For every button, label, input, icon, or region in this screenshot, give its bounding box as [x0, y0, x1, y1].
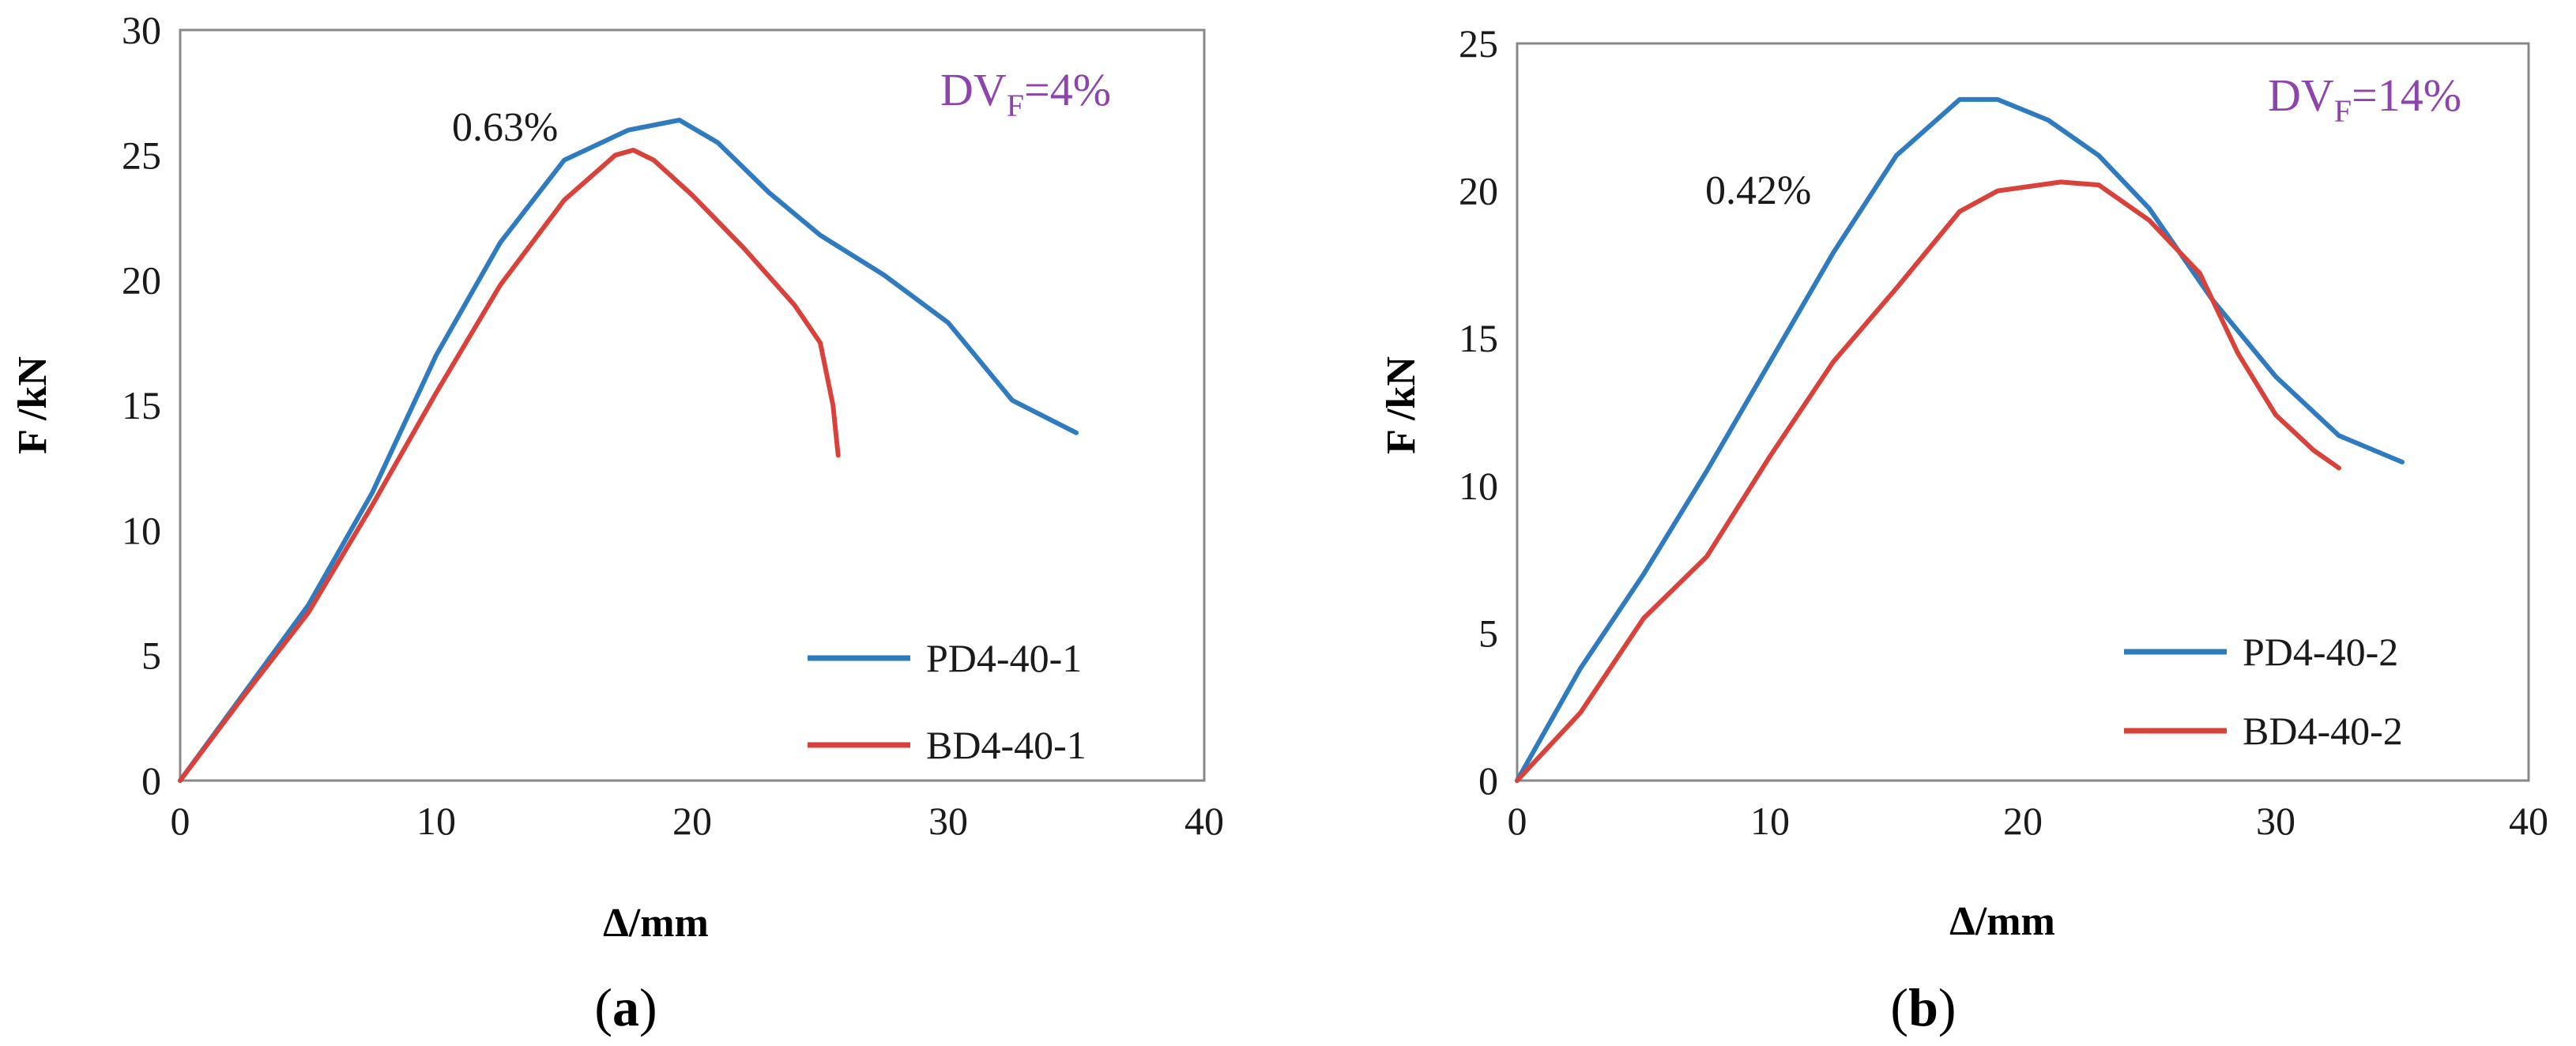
chart-b-svg: 0 5 10 15 20 25 0 10 20 30 40 F /kN Δ/mm 0.42% DV… [1379, 21, 2549, 1037]
x-tick-labels: 0 10 20 30 40 [1508, 799, 2549, 843]
y-axis-title: F /kN [10, 356, 55, 454]
x-tick-labels: 0 10 20 30 40 [171, 799, 1225, 843]
plot-frame [1516, 42, 2530, 782]
x-tick-label: 40 [2509, 799, 2548, 843]
x-tick-label: 20 [672, 799, 712, 843]
dv-label: DVF=4% [940, 64, 1111, 123]
y-tick-label: 15 [122, 383, 161, 427]
caption-b: (b) [1890, 977, 1956, 1037]
y-tick-label: 10 [1459, 464, 1498, 508]
y-tick-label: 30 [122, 8, 161, 52]
y-tick-label: 25 [122, 133, 161, 177]
x-tick-label: 20 [2003, 799, 2043, 843]
y-tick-label: 10 [122, 508, 161, 552]
series-group [1515, 96, 2405, 783]
x-axis-title: Δ/mm [1949, 899, 2055, 944]
x-tick-label: 40 [1184, 799, 1224, 843]
x-tick-label: 30 [928, 799, 968, 843]
caption-open: ( [594, 977, 612, 1037]
series-line-bd4-40-2 [1515, 179, 2341, 783]
plot-frame [179, 28, 1206, 782]
legend: PD4-40-2 BD4-40-2 [2124, 630, 2403, 753]
y-tick-label: 0 [141, 758, 161, 803]
legend-label-bd4-40-2: BD4-40-2 [2243, 709, 2403, 753]
x-axis-title: Δ/mm [603, 901, 709, 946]
caption-letter: a [612, 977, 639, 1037]
dv-label: DVF=14% [2268, 70, 2461, 129]
legend-label-pd4-40-2: PD4-40-2 [2243, 630, 2398, 674]
y-tick-label: 25 [1459, 21, 1498, 66]
caption-close: ) [1938, 977, 1956, 1037]
series-line-pd4-40-1 [178, 118, 1079, 783]
caption-a: (a) [594, 977, 657, 1037]
x-tick-label: 10 [1750, 799, 1790, 843]
legend-label-bd4-40-1: BD4-40-1 [926, 723, 1087, 767]
series-line-pd4-40-2 [1515, 96, 2405, 783]
caption-letter: b [1908, 977, 1938, 1037]
dv-prefix: DV [940, 64, 1007, 115]
y-tick-label: 5 [141, 634, 161, 678]
dv-value: =14% [2352, 70, 2461, 121]
y-axis-title: F /kN [1379, 356, 1424, 454]
y-tick-labels: 0 5 10 15 20 25 30 [122, 8, 161, 803]
series-group [178, 118, 1079, 783]
chart-panel-a: 0 5 10 15 20 25 30 0 10 20 30 40 F /kN Δ/mm 0.63% … [10, 8, 1225, 1037]
dv-prefix: DV [2268, 70, 2334, 121]
x-tick-label: 30 [2256, 799, 2295, 843]
dv-subscript: F [1007, 88, 1024, 123]
x-tick-label: 0 [171, 799, 190, 843]
y-tick-label: 20 [1459, 169, 1498, 213]
legend: PD4-40-1 BD4-40-1 [808, 636, 1087, 767]
chart-panel-b: 0 5 10 15 20 25 0 10 20 30 40 F /kN Δ/mm 0.42% DV… [1288, 0, 2576, 1046]
y-tick-label: 0 [1478, 758, 1498, 803]
y-tick-labels: 0 5 10 15 20 25 [1459, 21, 1498, 803]
peak-drift-annotation: 0.63% [452, 105, 558, 150]
x-tick-label: 0 [1508, 799, 1527, 843]
y-tick-label: 15 [1459, 316, 1498, 360]
legend-label-pd4-40-1: PD4-40-1 [926, 636, 1082, 680]
y-tick-label: 5 [1478, 611, 1498, 655]
dv-value: =4% [1024, 64, 1111, 115]
dv-subscript: F [2334, 93, 2352, 129]
caption-close: ) [639, 977, 657, 1037]
series-line-bd4-40-1 [178, 148, 841, 783]
x-tick-label: 10 [416, 799, 456, 843]
caption-open: ( [1890, 977, 1908, 1037]
y-tick-label: 20 [122, 258, 161, 303]
peak-drift-annotation: 0.42% [1705, 168, 1811, 213]
